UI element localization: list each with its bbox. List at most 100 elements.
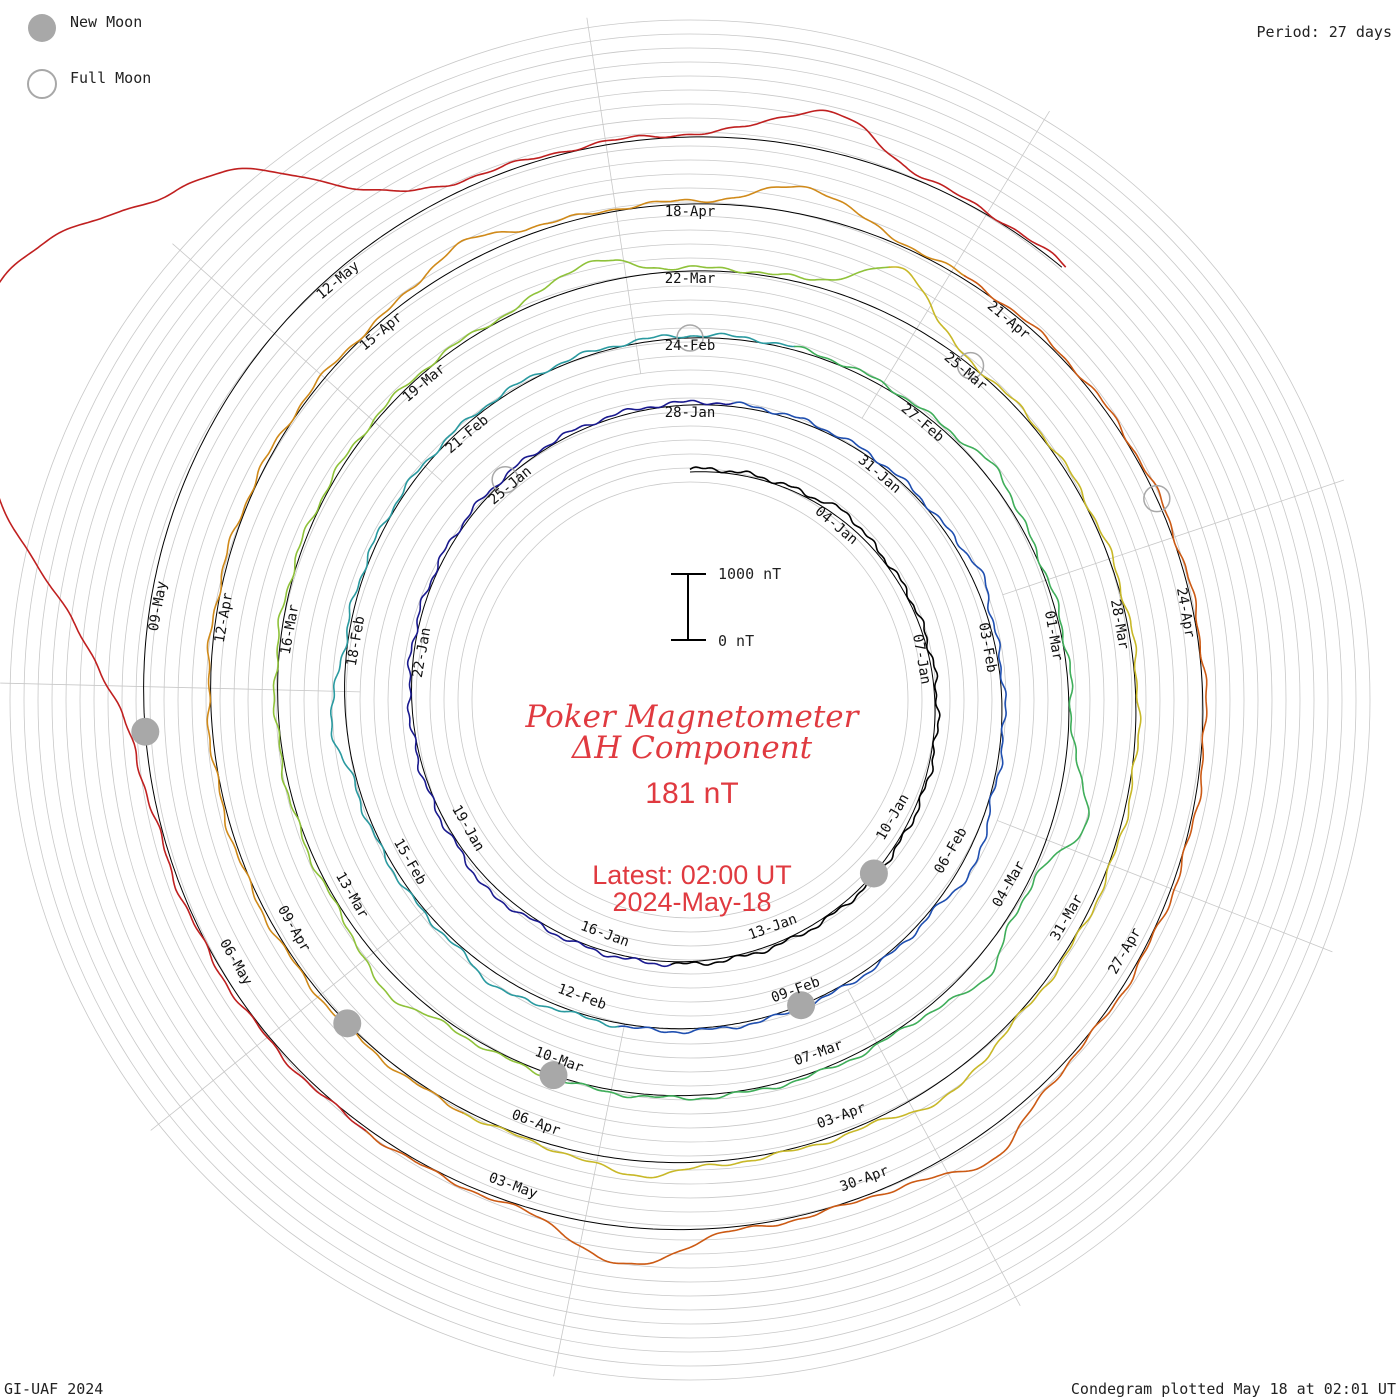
date-spokes	[0, 17, 1345, 1377]
baseline-spiral	[143, 136, 1204, 1231]
date-label: 12-Feb	[555, 981, 608, 1013]
ring-grid	[9, 19, 1371, 1381]
full-moon-marker	[956, 351, 985, 380]
date-label: 18-Feb	[344, 615, 369, 668]
scale-bottom-label: 0 nT	[718, 632, 754, 650]
grid-ring	[331, 341, 1049, 1059]
date-spoke	[861, 110, 1050, 419]
grid-ring	[93, 103, 1287, 1297]
date-label: 07-Mar	[792, 1037, 845, 1069]
moon-markers	[131, 324, 1171, 1090]
date-label: 18-Apr	[665, 204, 716, 220]
scale-bar	[671, 573, 706, 641]
grid-ring	[191, 201, 1189, 1199]
grid-ring	[387, 397, 993, 1003]
date-spoke	[553, 1023, 626, 1377]
grid-ring	[121, 131, 1259, 1269]
date-spoke	[586, 17, 642, 374]
grid-ring	[275, 285, 1105, 1115]
trace-segment	[669, 466, 941, 966]
grid-ring	[415, 425, 965, 975]
full-moon-marker	[1143, 484, 1171, 513]
date-label: 12-May	[314, 258, 363, 303]
grid-ring	[429, 439, 951, 961]
new-moon-marker	[131, 717, 160, 746]
grid-ring	[23, 33, 1357, 1367]
grid-ring	[233, 243, 1147, 1157]
grid-ring	[401, 411, 979, 989]
new-moon-marker	[539, 1061, 568, 1090]
scale-top-label: 1000 nT	[718, 565, 781, 583]
date-label: 28-Mar	[1107, 598, 1132, 651]
trace-segment	[547, 345, 1090, 1101]
grid-ring	[261, 271, 1119, 1129]
full-moon-legend-icon	[27, 69, 57, 99]
date-label: 04-Jan	[812, 503, 861, 548]
date-label: 22-Jan	[410, 626, 435, 679]
date-spoke	[0, 682, 361, 693]
trace-segment	[330, 332, 796, 1028]
date-label: 30-Apr	[838, 1163, 891, 1195]
grid-ring	[135, 145, 1245, 1255]
date-label: 28-Jan	[665, 405, 716, 421]
trace-segment	[364, 274, 1208, 1265]
full-moon-marker	[676, 324, 704, 352]
grid-ring	[149, 159, 1231, 1241]
grid-ring	[177, 187, 1203, 1213]
date-label: 19-Mar	[400, 361, 449, 406]
grid-ring	[219, 229, 1161, 1171]
grid-ring	[303, 313, 1077, 1087]
grid-ring	[247, 257, 1133, 1143]
grid-ring	[37, 47, 1343, 1353]
date-label: 01-Mar	[1041, 610, 1066, 663]
trace-segment	[406, 399, 734, 968]
grid-ring	[317, 327, 1063, 1073]
new-moon-legend-icon	[28, 14, 56, 42]
data-trace	[0, 109, 1208, 1265]
trace-segment	[272, 259, 891, 1079]
grid-ring	[65, 75, 1315, 1325]
date-label: 12-Apr	[212, 592, 237, 645]
date-label: 22-Mar	[665, 271, 716, 287]
date-label: 03-May	[487, 1170, 540, 1202]
plotted-label: Condegram plotted May 18 at 02:01 UT	[1071, 1380, 1396, 1398]
latest-time: Latest: 02:00 UT	[592, 860, 792, 890]
date-label: 19-Jan	[448, 802, 487, 854]
credit-label: GI-UAF 2024	[4, 1380, 103, 1398]
date-label: 09-Apr	[274, 903, 313, 955]
grid-ring	[471, 481, 909, 919]
trace-segment	[0, 109, 1067, 1132]
date-label: 03-Apr	[815, 1100, 868, 1132]
grid-ring	[51, 61, 1329, 1339]
date-spoke	[172, 243, 443, 483]
period-label: Period: 27 days	[1257, 23, 1392, 41]
date-label: 07-Jan	[909, 633, 934, 686]
trace-segment	[206, 185, 966, 1114]
baseline-path	[143, 136, 1204, 1231]
new-moon-marker	[859, 859, 888, 888]
date-label: 15-Feb	[390, 836, 429, 888]
grid-ring	[345, 355, 1035, 1045]
chart-subtitle: ΔH Component	[571, 730, 813, 766]
grid-ring	[163, 173, 1217, 1227]
legend-new-moon-label: New Moon	[70, 13, 142, 31]
new-moon-marker	[787, 991, 816, 1020]
grid-ring	[79, 89, 1301, 1311]
current-value: 181 nT	[645, 777, 738, 810]
new-moon-marker	[333, 1009, 362, 1038]
grid-ring	[107, 117, 1273, 1283]
latest-date: 2024-May-18	[612, 887, 771, 917]
chart-title: Poker Magnetometer	[525, 699, 861, 735]
full-moon-marker	[491, 465, 519, 494]
date-label: 06-Apr	[509, 1107, 562, 1139]
date-label: 06-Feb	[931, 825, 970, 877]
date-spoke	[997, 820, 1333, 953]
date-spoke	[150, 905, 433, 1131]
date-label: 24-Feb	[665, 338, 716, 354]
grid-ring	[205, 215, 1175, 1185]
legend-full-moon-label: Full Moon	[70, 69, 151, 87]
date-label: 09-May	[146, 580, 171, 633]
trace-segment	[461, 266, 1142, 1179]
grid-ring	[359, 369, 1021, 1031]
